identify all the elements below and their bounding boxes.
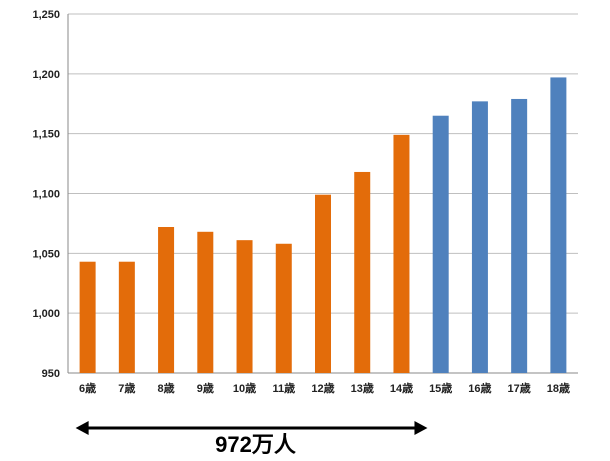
x-tick-label: 9歳 (197, 381, 214, 395)
x-tick-label: 7歳 (118, 381, 135, 395)
bar-12 (315, 194, 331, 373)
x-tick-label: 8歳 (158, 381, 175, 395)
y-tick-label: 1,200 (32, 69, 60, 81)
y-tick-label: 1,100 (32, 189, 60, 201)
y-tick-label: 1,250 (32, 9, 60, 21)
y-tick-label: 1,000 (32, 308, 60, 320)
y-axis-tick-labels: 950 1,000 1,050 1,100 1,150 1,200 1,250 (32, 9, 60, 380)
x-tick-label: 6歳 (79, 381, 96, 395)
bar-15 (432, 115, 449, 373)
y-tick-label: 1,050 (32, 248, 60, 260)
bar-11 (275, 243, 292, 373)
bar-6 (79, 261, 96, 373)
bar-17 (511, 98, 528, 374)
x-tick-label: 13歳 (351, 381, 374, 395)
y-tick-label: 1,150 (32, 129, 60, 141)
bar-7 (118, 261, 135, 373)
x-tick-label: 16歳 (468, 381, 491, 395)
y-tick-label: 950 (42, 368, 60, 380)
bar-10 (236, 240, 253, 373)
bar-14 (393, 134, 410, 373)
x-tick-label: 10歳 (233, 381, 256, 395)
bar-16 (471, 101, 488, 374)
x-tick-label: 14歳 (390, 381, 413, 395)
bar-13 (354, 171, 371, 373)
x-tick-label: 11歳 (272, 381, 295, 395)
bar-8 (158, 227, 175, 373)
span-arrow-right-head (414, 421, 428, 435)
x-tick-label: 18歳 (547, 381, 570, 395)
bar-9 (197, 231, 214, 373)
x-tick-label: 17歳 (508, 381, 531, 395)
span-arrow-left-head (75, 421, 89, 435)
annotation-label: 972万人 (215, 432, 296, 457)
x-axis-tick-labels: 6歳 7歳 8歳 9歳 10歳 11歳 12歳 13歳 14歳 15歳 16歳 17歳 18歳 (79, 381, 570, 395)
bars (79, 77, 567, 374)
bar-18 (550, 77, 567, 373)
x-tick-label: 12歳 (311, 381, 334, 395)
x-tick-label: 15歳 (429, 381, 452, 395)
annotation: 972万人 (75, 421, 428, 457)
